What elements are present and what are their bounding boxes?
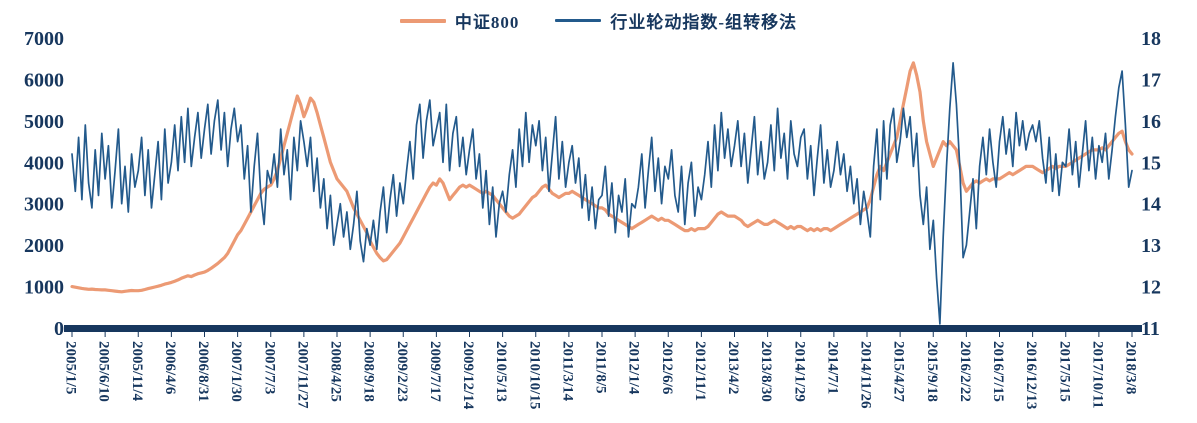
y-axis-label-left: 1000 xyxy=(24,277,64,299)
y-axis-label-right: 15 xyxy=(1141,152,1161,174)
x-axis-label: 2009/12/14 xyxy=(460,341,476,410)
x-axis-label: 2009/2/23 xyxy=(394,341,410,402)
x-axis-label: 2013/4/2 xyxy=(725,341,741,394)
x-axis-label: 2013/8/30 xyxy=(758,341,774,402)
x-axis-label: 2018/3/8 xyxy=(1123,341,1139,394)
x-axis-label: 2007/11/27 xyxy=(294,341,310,409)
x-axis-label: 2015/4/27 xyxy=(891,341,907,402)
x-axis-label: 2011/3/14 xyxy=(559,341,575,402)
x-axis-label: 2007/7/3 xyxy=(261,341,277,394)
y-axis-label-right: 16 xyxy=(1141,111,1161,133)
legend-item-csi800: 中证800 xyxy=(399,8,520,33)
x-axis-label: 2005/1/5 xyxy=(63,341,79,394)
x-axis-label: 2014/11/26 xyxy=(858,341,874,409)
y-axis-label-right: 14 xyxy=(1141,194,1161,216)
y-axis-label-left: 7000 xyxy=(24,28,64,50)
series-csi800-line xyxy=(70,61,1134,294)
x-axis-label: 2009/7/17 xyxy=(427,341,443,402)
legend-line-swatch-csi800 xyxy=(399,18,446,23)
x-axis-label: 2015/9/18 xyxy=(924,341,940,402)
x-axis-label: 2012/1/4 xyxy=(626,341,642,395)
x-axis-label: 2006/8/31 xyxy=(195,341,211,402)
x-axis-label: 2005/11/4 xyxy=(129,341,145,402)
y-axis-label-left: 0 xyxy=(54,318,64,340)
y-axis-label-right: 11 xyxy=(1141,318,1160,340)
y-axis-label-right: 18 xyxy=(1141,28,1161,50)
x-axis-label: 2007/1/30 xyxy=(228,341,244,402)
y-axis-label-left: 2000 xyxy=(24,235,64,257)
x-axis-label: 2014/1/29 xyxy=(791,341,807,402)
x-axis-label: 2014/7/1 xyxy=(824,341,840,394)
y-axis-label-left: 4000 xyxy=(24,152,64,174)
x-axis-label: 2006/4/6 xyxy=(162,341,178,395)
x-axis-label: 2012/11/1 xyxy=(692,341,708,401)
chart-legend: 中证800 行业轮动指数-组转移法 xyxy=(0,8,1197,33)
legend-item-rotation-index: 行业轮动指数-组转移法 xyxy=(555,8,797,33)
y-axis-label-right: 17 xyxy=(1141,69,1161,91)
x-axis-baseline xyxy=(64,325,1142,332)
series-rotation-index-line xyxy=(71,62,1133,325)
x-axis-label: 2012/6/6 xyxy=(659,341,675,395)
y-axis-label-left: 3000 xyxy=(24,194,64,216)
x-axis-label: 2017/10/11 xyxy=(1089,341,1105,409)
legend-label-csi800: 中证800 xyxy=(454,13,520,32)
x-axis-label: 2010/5/13 xyxy=(493,341,509,402)
x-axis-label: 2008/9/18 xyxy=(361,341,377,402)
y-axis-label-left: 5000 xyxy=(24,111,64,133)
legend-line-swatch-rotation-index xyxy=(555,19,602,22)
x-axis-label: 2017/5/15 xyxy=(1056,341,1072,402)
y-axis-label-left: 6000 xyxy=(24,69,64,91)
legend-label-rotation-index: 行业轮动指数-组转移法 xyxy=(610,13,798,32)
y-axis-label-right: 13 xyxy=(1141,235,1161,257)
x-axis-label: 2016/12/13 xyxy=(1023,341,1039,409)
y-axis-label-right: 12 xyxy=(1141,277,1161,299)
x-axis-label: 2010/10/15 xyxy=(526,341,542,409)
x-axis-label: 2016/2/22 xyxy=(957,341,973,402)
x-axis-label: 2005/6/10 xyxy=(96,341,112,402)
x-axis-label: 2016/7/15 xyxy=(990,341,1006,402)
x-axis-label: 2011/8/5 xyxy=(593,341,609,394)
x-axis-label: 2008/4/25 xyxy=(328,341,344,402)
